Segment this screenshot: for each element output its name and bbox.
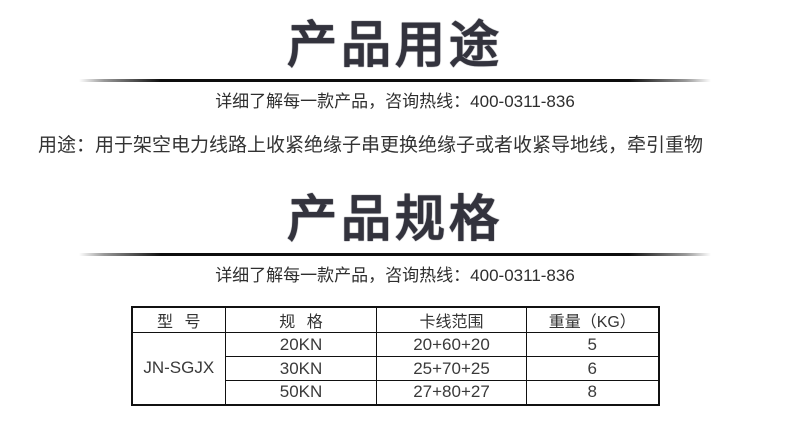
usage-hotline-subtitle: 详细了解每一款产品，咨询热线：400-0311-836	[215, 92, 575, 111]
usage-section-title: 产品用途	[287, 17, 503, 73]
table-row: JN-SGJX 20KN 20+60+20 5	[131, 332, 659, 405]
range-cell: 25+70+25	[376, 356, 527, 381]
weight-cell: 5	[526, 332, 659, 357]
specs-hotline-subtitle: 详细了解每一款产品，咨询热线：400-0311-836	[215, 266, 575, 285]
weight-cell: 8	[526, 380, 659, 405]
spec-table: 型 号 规 格 卡线范围 重量（KG） JN-SGJX 20KN 20+60+2…	[130, 306, 660, 406]
header-clamp-range: 卡线范围	[376, 306, 527, 333]
spec-cell: 30KN	[225, 356, 377, 381]
product-info-page: 产品用途 详细了解每一款产品，咨询热线：400-0311-836 用途：用于架空…	[0, 16, 790, 438]
specs-section-title: 产品规格	[287, 191, 503, 247]
range-cell: 20+60+20	[376, 332, 527, 357]
usage-description: 用途：用于架空电力线路上收紧绝缘子串更换绝缘子或者收紧导地线，牵引重物	[38, 135, 704, 156]
spec-cell: 50KN	[225, 380, 377, 405]
spec-table-container: 型 号 规 格 卡线范围 重量（KG） JN-SGJX 20KN 20+60+2…	[0, 306, 790, 406]
header-model: 型 号	[131, 306, 226, 333]
section-product-specs: 产品规格 详细了解每一款产品，咨询热线：400-0311-836 型 号 规 格…	[0, 190, 790, 406]
spec-cell: 20KN	[225, 332, 377, 357]
section-product-usage: 产品用途 详细了解每一款产品，咨询热线：400-0311-836 用途：用于架空…	[0, 16, 790, 158]
table-row: 30KN 25+70+25 6	[132, 356, 659, 381]
title-divider-line	[79, 79, 711, 82]
range-cell: 27+80+27	[376, 380, 527, 405]
table-row: 50KN 27+80+27 8	[132, 380, 659, 405]
model-cell: JN-SGJX	[131, 332, 226, 405]
header-spec: 规 格	[225, 306, 377, 333]
weight-cell: 6	[526, 356, 659, 381]
title-divider-line	[79, 253, 711, 256]
header-weight: 重量（KG）	[526, 306, 659, 333]
table-header-row: 型 号 规 格 卡线范围 重量（KG）	[131, 306, 659, 333]
